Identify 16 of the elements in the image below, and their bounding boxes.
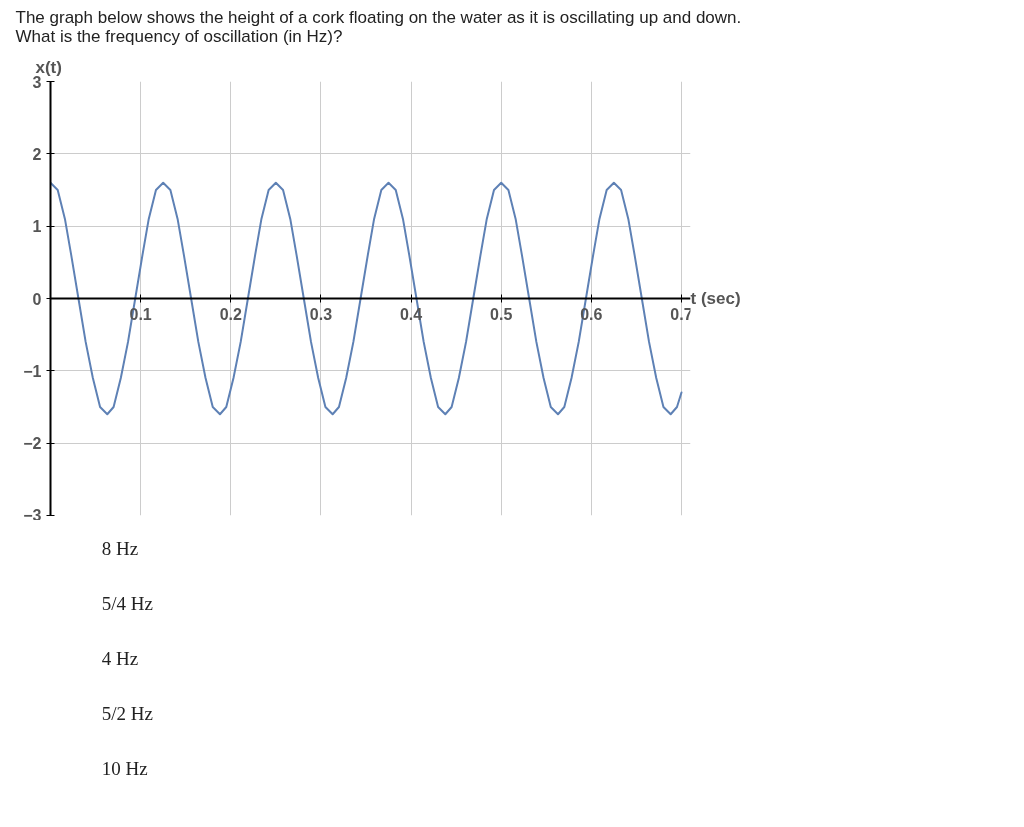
y-tick-label: 2 [32, 145, 42, 163]
x-tick-label: 0.5 [490, 305, 513, 323]
x-tick-label: 0.2 [219, 305, 242, 323]
text: 5/4 Hz [101, 592, 153, 614]
chart-title: The graph below shows the height of a cork floating on the water as it is oscillating up and down. What is the frequency of oscillation (in Hz)? [15, 7, 742, 46]
text: 5/2 Hz [101, 702, 153, 724]
x-tick-label: 0.3 [309, 305, 333, 323]
y-tick-label: −2 [23, 435, 42, 453]
y-tick-label: 1 [32, 218, 42, 236]
y-tick-label: −1 [23, 362, 42, 380]
x-axis-title: t (sec) [690, 289, 741, 308]
text: 8 Hz [101, 537, 139, 559]
text: 4 Hz [101, 647, 139, 669]
y-tick-label: −3 [23, 506, 42, 524]
text: 10 Hz [101, 757, 148, 779]
y-tick-label: 0 [32, 290, 42, 308]
